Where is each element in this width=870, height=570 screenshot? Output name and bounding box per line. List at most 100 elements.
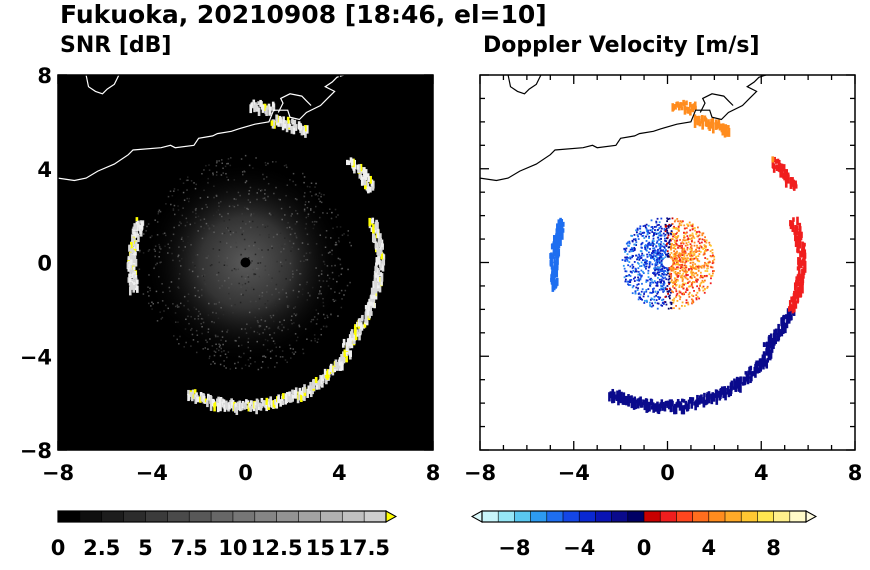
- speckle: [331, 249, 333, 252]
- speckle: [289, 347, 292, 350]
- speckle: [207, 182, 209, 184]
- echo-east: [375, 262, 378, 270]
- echo-north: [696, 115, 699, 125]
- echo-west: [561, 228, 565, 233]
- velocity-pixel: [706, 287, 709, 289]
- echo-east: [349, 350, 352, 357]
- velocity-pixel: [681, 245, 684, 247]
- velocity-pixel: [643, 302, 646, 304]
- velocity-pixel: [701, 279, 704, 282]
- velocity-pixel: [680, 259, 683, 262]
- velocity-pixel: [654, 249, 657, 252]
- velocity-pixel: [657, 248, 659, 251]
- velocity-pixel: [676, 218, 679, 220]
- speckle: [322, 325, 325, 328]
- velocity-pixel: [644, 261, 647, 264]
- velocity-pixel: [657, 269, 660, 271]
- velocity-pixel: [678, 229, 680, 232]
- echo-east: [767, 347, 771, 356]
- speckle: [294, 351, 297, 353]
- velocity-pixel: [658, 238, 661, 241]
- velocity-pixel: [645, 290, 648, 293]
- speckle: [189, 223, 192, 226]
- velocity-pixel: [681, 285, 683, 288]
- speckle: [247, 199, 250, 201]
- echo-northeast: [356, 164, 359, 170]
- echo-east: [782, 314, 786, 321]
- echo-west: [139, 230, 142, 234]
- speckle: [271, 245, 273, 248]
- velocity-pixel: [673, 297, 676, 300]
- speckle: [298, 325, 301, 328]
- speckle: [237, 268, 240, 271]
- velocity-pixel: [640, 261, 643, 264]
- echo-east: [314, 377, 318, 384]
- velocity-pixel: [686, 246, 689, 249]
- echo-west: [136, 222, 139, 228]
- echo-south: [696, 394, 699, 404]
- speckle: [241, 233, 244, 236]
- echo-east: [334, 359, 338, 367]
- speckle: [177, 254, 180, 257]
- colorbar-cell: [692, 510, 710, 523]
- speckle: [207, 255, 210, 257]
- velocity-pixel: [640, 275, 643, 278]
- velocity-pixel: [670, 230, 673, 232]
- speckle: [271, 337, 273, 339]
- velocity-pixel: [632, 250, 635, 252]
- doppler-panel-title: Doppler Velocity [m/s]: [483, 33, 760, 58]
- speckle: [142, 293, 145, 295]
- velocity-pixel: [633, 271, 636, 273]
- velocity-pixel: [657, 302, 660, 305]
- speckle: [218, 309, 221, 311]
- speckle: [241, 171, 244, 173]
- speckle: [249, 362, 252, 365]
- speckle: [293, 322, 295, 324]
- echo-east: [797, 286, 800, 293]
- echo-west: [128, 263, 131, 268]
- speckle: [292, 289, 295, 292]
- velocity-pixel: [658, 298, 661, 300]
- speckle: [333, 299, 335, 302]
- speckle: [217, 240, 220, 243]
- speckle: [263, 328, 266, 331]
- velocity-pixel: [689, 262, 692, 264]
- echo-north: [704, 118, 708, 127]
- velocity-pixel: [673, 280, 675, 283]
- speckle: [339, 258, 341, 261]
- velocity-pixel: [657, 296, 659, 298]
- echo-north: [677, 105, 681, 111]
- velocity-pixel: [698, 260, 701, 263]
- speckle: [269, 214, 272, 216]
- velocity-pixel: [653, 298, 656, 301]
- speckle: [258, 275, 261, 278]
- velocity-pixel: [675, 228, 678, 230]
- velocity-pixel: [708, 241, 711, 244]
- speckle: [291, 213, 293, 215]
- speckle: [315, 221, 318, 223]
- velocity-pixel: [705, 245, 707, 248]
- speckle: [235, 246, 238, 248]
- colorbar-cell: [546, 510, 564, 523]
- echo-east: [744, 371, 748, 375]
- echo-east: [723, 388, 727, 398]
- speckle: [292, 242, 295, 245]
- speckle: [195, 308, 197, 310]
- velocity-pixel: [680, 266, 683, 268]
- speckle: [285, 292, 287, 294]
- velocity-pixel: [642, 295, 645, 298]
- speckle: [229, 297, 231, 300]
- velocity-pixel: [706, 267, 708, 270]
- velocity-pixel: [670, 279, 673, 282]
- speckle: [244, 328, 247, 330]
- speckle: [317, 338, 320, 341]
- speckle: [272, 314, 275, 317]
- speckle: [241, 344, 243, 347]
- echo-south: [687, 402, 690, 410]
- echo-east: [780, 317, 784, 325]
- echo-west: [129, 259, 133, 269]
- speckle: [269, 314, 272, 317]
- speckle: [203, 227, 205, 229]
- velocity-pixel: [686, 254, 688, 257]
- velocity-pixel: [645, 229, 648, 232]
